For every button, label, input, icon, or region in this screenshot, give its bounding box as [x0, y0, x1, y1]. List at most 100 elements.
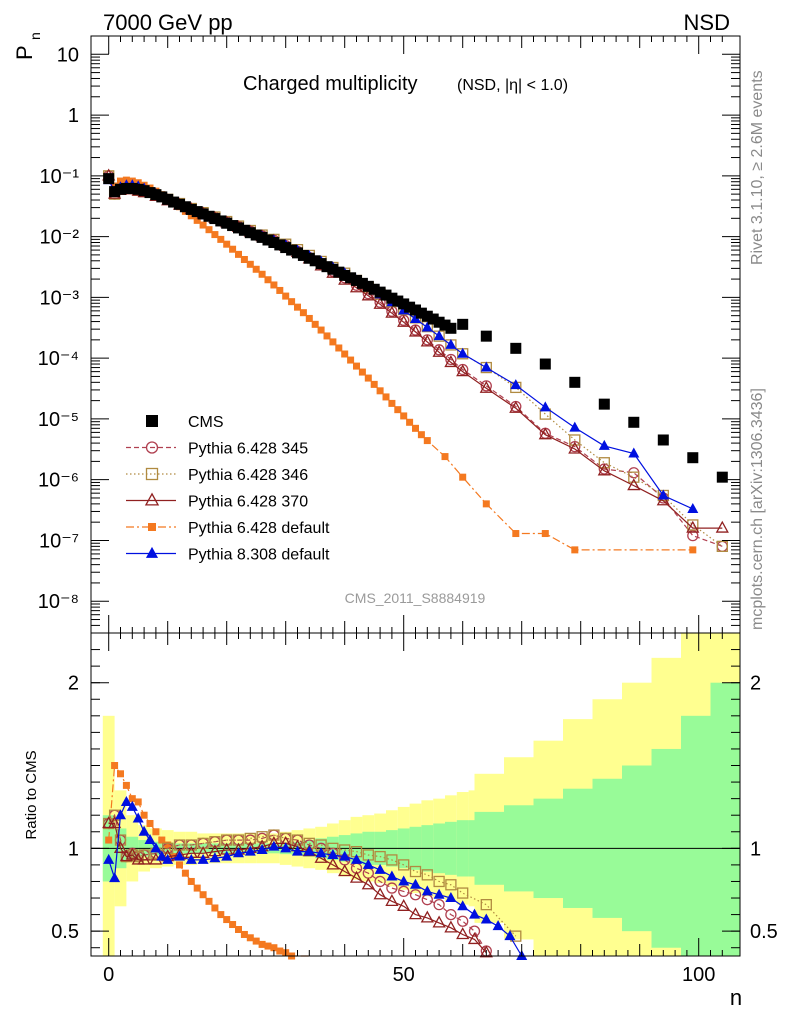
data-point-p6def [252, 265, 260, 273]
data-point-p370 [627, 478, 641, 491]
ratio-point-p370 [326, 857, 340, 870]
data-point-cms [392, 295, 404, 307]
data-point-cms [103, 173, 115, 185]
data-point-cms [197, 208, 209, 220]
data-point-cms [221, 217, 233, 229]
data-point-p345 [433, 344, 445, 356]
data-point-cms [380, 289, 392, 301]
legend-marker-p6def [148, 523, 156, 531]
ratio-point-p6def [111, 762, 119, 770]
data-point-p370 [715, 520, 729, 533]
data-point-p6def [211, 231, 219, 239]
ratio-point-p8def [150, 842, 162, 853]
data-point-p6def [541, 530, 549, 538]
data-point-p6def [305, 314, 313, 322]
ratio-point-p8def [138, 825, 150, 836]
data-point-p370 [432, 344, 446, 357]
data-point-p8def [457, 347, 469, 358]
ratio-point-p6def [146, 819, 154, 827]
ratio-line-p345 [108, 813, 487, 952]
data-point-p346 [569, 434, 581, 446]
ratio-y-tick-label-right: 1 [750, 838, 761, 860]
y-axis-label-top: P [12, 45, 37, 60]
y-tick-label: 10⁻⁴ [38, 348, 79, 370]
data-point-p6def [417, 431, 425, 439]
ratio-point-p346 [268, 829, 280, 841]
ratio-line-p346 [108, 813, 517, 937]
ratio-point-p6def [105, 836, 113, 844]
data-point-cms [262, 234, 274, 246]
ratio-point-p8def [162, 853, 174, 864]
ratio-point-p8def [315, 847, 327, 858]
data-point-p370 [479, 380, 493, 393]
data-point-cms [303, 252, 315, 264]
data-point-cms [203, 210, 215, 222]
ratio-point-p8def [103, 853, 115, 864]
data-point-cms [315, 258, 327, 270]
data-point-p370 [373, 296, 387, 309]
ratio-point-p345 [374, 875, 386, 888]
ratio-point-p370 [349, 870, 364, 883]
data-point-p6def [264, 276, 272, 284]
data-point-cms [327, 263, 339, 275]
ratio-point-p6def [140, 811, 148, 819]
data-point-cms [415, 307, 427, 319]
data-point-p6def [512, 530, 520, 538]
series-line-p346 [108, 175, 723, 547]
data-point-cms [215, 215, 227, 227]
data-point-cms [144, 187, 156, 199]
legend-label-p370: Pythia 6.428 370 [188, 494, 308, 511]
data-point-p6def [364, 374, 372, 382]
legend-marker-p370 [144, 492, 160, 506]
ratio-series-p8def [103, 795, 528, 960]
ratio-panel: 0.5 0.5 1 1 2 2 0 50 100 [51, 632, 778, 986]
data-point-p8def [598, 439, 610, 450]
data-point-cms [427, 313, 439, 325]
ratio-point-p6def [164, 841, 172, 849]
y-tick-label: 10⁻⁸ [38, 591, 79, 613]
ratio-point-p370 [108, 816, 122, 829]
data-point-cms [309, 255, 321, 267]
ratio-point-p8def [256, 843, 268, 854]
data-point-cms [227, 220, 239, 232]
ratio-point-p8def [197, 853, 209, 864]
y-tick-label: 10⁻³ [40, 287, 80, 309]
plot-title: Charged multiplicity [243, 73, 418, 95]
ratio-point-p345 [398, 885, 410, 898]
data-point-p370 [509, 400, 523, 413]
ratio-point-p6def [128, 795, 136, 803]
ratio-y-tick-label-right: 0.5 [750, 921, 778, 943]
ratio-point-p8def [185, 853, 197, 864]
data-point-p370 [597, 463, 611, 476]
ratio-point-p8def [480, 913, 492, 924]
ratio-point-p6def [252, 937, 260, 945]
ratio-point-p346 [433, 875, 445, 888]
ratio-point-p6def [199, 891, 207, 899]
data-point-p346 [598, 457, 610, 469]
data-point-p6def [199, 221, 207, 229]
data-point-p6def [294, 303, 301, 311]
data-point-p346 [716, 540, 728, 552]
data-point-cms [256, 231, 268, 243]
ratio-point-p8def [174, 850, 185, 861]
data-point-p370 [538, 427, 552, 440]
ratio-y-tick-label-left: 1 [68, 838, 79, 860]
ratio-point-p8def [156, 850, 168, 861]
ratio-point-p6def [223, 916, 231, 924]
ratio-point-p346 [162, 842, 174, 854]
data-point-p6def [341, 350, 349, 358]
data-point-p6def [441, 453, 449, 461]
data-point-p6def [689, 546, 697, 554]
data-point-cms [687, 452, 699, 464]
data-point-cms [716, 471, 728, 483]
data-point-p8def [410, 313, 421, 324]
ratio-point-p8def [445, 892, 457, 903]
data-point-p8def [569, 421, 581, 432]
ratio-point-p346 [409, 865, 422, 878]
data-point-cms [209, 213, 221, 225]
ratio-point-p8def [115, 809, 126, 820]
data-point-cms [250, 229, 262, 241]
data-point-p6def [317, 326, 325, 334]
data-point-p6def [400, 412, 408, 420]
legend-marker-p8def [145, 546, 159, 558]
